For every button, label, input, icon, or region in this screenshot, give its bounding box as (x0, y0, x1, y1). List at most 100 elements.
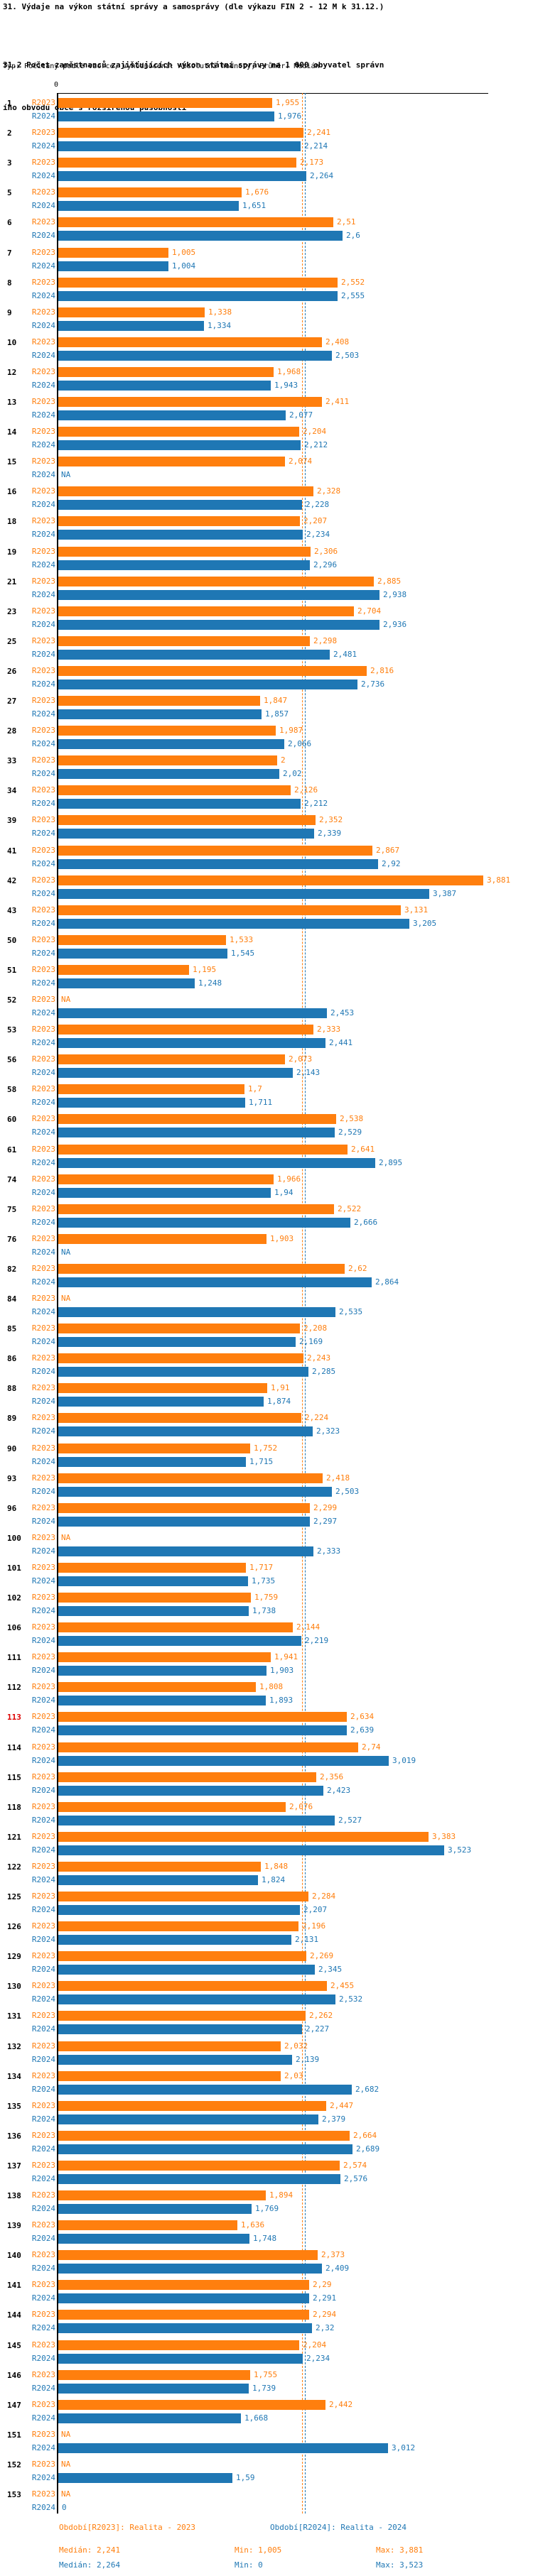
rank-label: 10 (7, 338, 17, 347)
row-group: 146 R2023 1,755 R2024 1,739 (0, 2370, 533, 2394)
row-group: 8 R2023 2,552 R2024 2,555 (0, 278, 533, 302)
series-label-r2024: R2024 (31, 919, 55, 928)
series-label-r2024: R2024 (31, 111, 55, 121)
bar-r2024 (58, 2413, 241, 2423)
series-label-r2024: R2024 (31, 261, 55, 271)
bar-r2024 (58, 1725, 347, 1735)
series-label-r2023: R2023 (31, 1622, 55, 1632)
row-group: 153 R2023 NA R2024 0 (0, 2489, 533, 2514)
value-label-r2023: 1,005 (172, 248, 196, 257)
rank-label: 1 (7, 99, 12, 108)
row-group: 96 R2023 2,299 R2024 2,297 (0, 1503, 533, 1527)
value-label-r2024: 1,248 (198, 978, 222, 988)
median-stat-r2024: Medián: 2,264 (59, 2560, 121, 2570)
value-label-r2024: 3,012 (392, 2443, 416, 2452)
rank-label: 152 (7, 2460, 21, 2469)
value-label-r2024: 2,92 (382, 859, 401, 868)
bar-r2023 (58, 1712, 347, 1722)
bar-r2024 (58, 2204, 252, 2214)
value-label-r2024: 1,735 (252, 1576, 276, 1586)
series-label-r2023: R2023 (31, 1712, 55, 1721)
series-label-r2023: R2023 (31, 547, 55, 556)
value-label-r2023: 2,442 (329, 2400, 353, 2409)
bar-r2024 (58, 1816, 335, 1825)
rank-label: 84 (7, 1294, 17, 1304)
series-label-r2023: R2023 (31, 1084, 55, 1093)
series-label-r2023: R2023 (31, 397, 55, 406)
bar-r2023 (58, 1981, 327, 1991)
bar-r2023 (58, 248, 168, 258)
series-label-r2023: R2023 (31, 696, 55, 705)
value-label-r2023: NA (61, 2489, 71, 2499)
row-group: 43 R2023 3,131 R2024 3,205 (0, 905, 533, 929)
value-label-r2024: 2,169 (299, 1337, 323, 1346)
bar-r2023 (58, 1862, 261, 1872)
value-label-r2024: 2,503 (335, 351, 360, 360)
value-label-r2024: 2,6 (346, 231, 360, 240)
bar-r2024 (58, 739, 284, 749)
series-label-r2024: R2024 (31, 2204, 55, 2213)
value-label-r2024: 2,682 (355, 2085, 379, 2094)
series-label-r2023: R2023 (31, 846, 55, 855)
rank-label: 76 (7, 1235, 17, 1244)
bar-r2023 (58, 1951, 306, 1961)
value-label-r2023: NA (61, 2430, 71, 2439)
bar-r2023 (58, 1802, 286, 1812)
bar-r2023 (58, 1593, 251, 1603)
value-label-r2023: 2,204 (303, 427, 327, 436)
series-label-r2023: R2023 (31, 755, 55, 765)
series-label-r2023: R2023 (31, 2071, 55, 2080)
row-group: 132 R2023 2,032 R2024 2,139 (0, 2041, 533, 2065)
value-label-r2023: 2,51 (337, 217, 356, 227)
series-label-r2024: R2024 (31, 141, 55, 151)
row-group: 58 R2023 1,7 R2024 1,711 (0, 1084, 533, 1108)
value-label-r2023: 2,144 (296, 1622, 321, 1632)
bar-r2023 (58, 606, 354, 616)
row-group: 51 R2023 1,195 R2024 1,248 (0, 965, 533, 989)
rank-label: 139 (7, 2221, 21, 2230)
row-group: 50 R2023 1,533 R2024 1,545 (0, 935, 533, 959)
rank-label: 14 (7, 427, 17, 437)
row-group: 56 R2023 2,073 R2024 2,143 (0, 1054, 533, 1079)
rank-label: 8 (7, 278, 12, 288)
value-label-r2024: 2,503 (335, 1487, 360, 1496)
value-label-r2023: 2,333 (317, 1025, 341, 1034)
row-group: 100 R2023 NA R2024 2,333 (0, 1533, 533, 1557)
bar-r2024 (58, 321, 204, 331)
row-group: 147 R2023 2,442 R2024 1,668 (0, 2400, 533, 2424)
series-label-r2023: R2023 (31, 516, 55, 525)
value-label-r2023: 2,62 (348, 1264, 367, 1273)
bar-r2024 (58, 530, 303, 540)
series-label-r2024: R2024 (31, 410, 55, 420)
row-group: 16 R2023 2,328 R2024 2,228 (0, 486, 533, 511)
bar-r2024 (58, 1576, 248, 1586)
series-label-r2024: R2024 (31, 1397, 55, 1406)
series-label-r2024: R2024 (31, 2323, 55, 2332)
value-label-r2024: 1,824 (262, 1875, 286, 1884)
rank-label: 89 (7, 1414, 17, 1423)
series-label-r2023: R2023 (31, 2131, 55, 2140)
bar-r2024 (58, 1098, 245, 1108)
value-label-r2024: 2,212 (304, 799, 328, 808)
series-label-r2024: R2024 (31, 1128, 55, 1137)
value-label-r2024: 2,345 (318, 1965, 343, 1974)
row-group: 75 R2023 2,522 R2024 2,666 (0, 1204, 533, 1228)
series-label-r2023: R2023 (31, 1682, 55, 1691)
bar-r2023 (58, 2370, 250, 2380)
series-label-r2024: R2024 (31, 201, 55, 210)
row-group: 144 R2023 2,294 R2024 2,32 (0, 2310, 533, 2334)
row-group: 34 R2023 2,126 R2024 2,212 (0, 785, 533, 809)
series-label-r2023: R2023 (31, 1533, 55, 1542)
series-label-r2023: R2023 (31, 427, 55, 436)
value-label-r2023: 1,848 (264, 1862, 289, 1871)
bar-r2023 (58, 278, 338, 288)
series-label-r2024: R2024 (31, 2293, 55, 2303)
series-label-r2024: R2024 (31, 1218, 55, 1227)
row-group: 114 R2023 2,74 R2024 3,019 (0, 1742, 533, 1767)
series-label-r2024: R2024 (31, 1188, 55, 1197)
series-label-r2024: R2024 (31, 351, 55, 360)
series-label-r2024: R2024 (31, 2473, 55, 2482)
bar-r2024 (58, 231, 343, 241)
value-label-r2024: 1,739 (252, 2384, 276, 2393)
series-label-r2023: R2023 (31, 1413, 55, 1422)
